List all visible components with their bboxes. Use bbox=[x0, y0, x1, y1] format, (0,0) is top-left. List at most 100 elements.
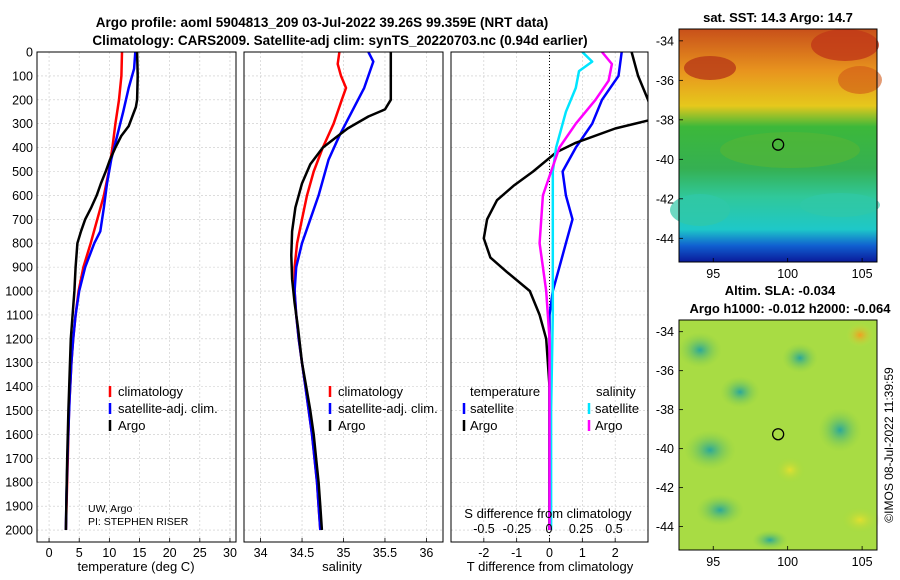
t-difference-axis-label: T difference from climatology bbox=[467, 559, 634, 574]
sla-low-eddy bbox=[720, 376, 760, 408]
sst-warm-patch bbox=[684, 56, 736, 80]
sst-map-axes: 95 100 105 -34 -36 -38 -40 -42 -44 bbox=[656, 34, 873, 281]
depth-tick-label: 1900 bbox=[5, 500, 33, 514]
map-y-tick-label: -34 bbox=[656, 325, 674, 339]
map-x-tick-label: 100 bbox=[777, 555, 798, 569]
series-group bbox=[482, 52, 648, 530]
sla-map-title: Altim. SLA: -0.034 bbox=[725, 283, 836, 298]
x-tick-label: 35.5 bbox=[373, 546, 397, 560]
map-y-tick-label: -40 bbox=[656, 442, 674, 456]
difference-legend: temperature salinity satellite Argo sate… bbox=[462, 384, 639, 433]
depth-tick-label: 1000 bbox=[5, 285, 33, 299]
series-line-argo bbox=[64, 52, 139, 531]
legend-s-argo-label: Argo bbox=[595, 418, 622, 433]
x-tick-label: 25 bbox=[193, 546, 207, 560]
title-line-2: Climatology: CARS2009. Satellite-adj cli… bbox=[92, 33, 587, 48]
depth-tick-label: 1700 bbox=[5, 452, 33, 466]
series-line-s-argo bbox=[538, 52, 614, 530]
depth-tick-label: 1100 bbox=[6, 308, 33, 322]
map-x-tick-label: 105 bbox=[852, 267, 873, 281]
x-tick-label: 0 bbox=[46, 546, 53, 560]
difference-panel: -2 -1 0 1 2 bbox=[450, 51, 649, 560]
map-y-tick-label: -40 bbox=[656, 153, 674, 167]
x-tick-label: 1 bbox=[579, 546, 586, 560]
sst-front bbox=[720, 132, 860, 168]
panel-frame bbox=[36, 51, 237, 543]
legend-temperature-title: temperature bbox=[470, 384, 540, 399]
legend-t-argo-label: Argo bbox=[470, 418, 497, 433]
sla-high-eddy bbox=[846, 323, 874, 347]
depth-tick-label: 200 bbox=[12, 93, 33, 107]
legend-s-satellite-label: satellite bbox=[595, 401, 639, 416]
sst-warm-patch bbox=[838, 66, 882, 94]
argo-float-marker bbox=[771, 138, 785, 151]
depth-axis: 0 100 200 300 400 500 600 700 800 900 1000 1100 1200… bbox=[5, 46, 33, 538]
map-y-tick-label: -42 bbox=[656, 481, 674, 495]
legend-satellite-label: satellite-adj. clim. bbox=[338, 401, 438, 416]
depth-tick-label: 1300 bbox=[5, 356, 33, 370]
credit-line-1: UW, Argo bbox=[88, 503, 133, 515]
x-tick-label: 34.5 bbox=[290, 546, 314, 560]
sst-map bbox=[670, 28, 882, 263]
map-x-tick-label: 95 bbox=[706, 267, 720, 281]
series-line-argo bbox=[290, 52, 393, 531]
sla-low-eddy bbox=[818, 408, 862, 452]
map-y-tick-label: -38 bbox=[656, 113, 674, 127]
argo-float-marker bbox=[771, 428, 785, 441]
legend-satellite-label: satellite-adj. clim. bbox=[118, 401, 218, 416]
sla-map-subtitle: Argo h1000: -0.012 h2000: -0.064 bbox=[690, 301, 892, 316]
x-tick-label: 36 bbox=[419, 546, 433, 560]
series-group bbox=[64, 52, 139, 531]
title-line-1: Argo profile: aoml 5904813_209 03-Jul-20… bbox=[96, 15, 548, 30]
s-difference-tick-label: 0 bbox=[546, 522, 553, 536]
x-tick-label: -2 bbox=[478, 546, 489, 560]
depth-tick-label: 1200 bbox=[5, 332, 33, 346]
sla-low-eddy bbox=[782, 343, 818, 373]
depth-tick-label: 500 bbox=[12, 165, 33, 179]
depth-tick-label: 900 bbox=[12, 261, 33, 275]
x-tick-label: -1 bbox=[511, 546, 522, 560]
map-x-tick-label: 95 bbox=[706, 555, 720, 569]
series-line-satellite-adj-clim- bbox=[64, 52, 137, 531]
copyright-stamp: ©IMOS 08-Jul-2022 11:39:59 bbox=[882, 367, 896, 523]
depth-tick-label: 2000 bbox=[5, 524, 33, 538]
depth-tick-label: 100 bbox=[12, 69, 33, 83]
map-y-tick-label: -42 bbox=[656, 192, 674, 206]
x-tick-label: 20 bbox=[163, 546, 177, 560]
depth-tick-label: 400 bbox=[12, 141, 33, 155]
map-y-tick-label: -36 bbox=[656, 74, 674, 88]
sst-map-frame bbox=[678, 28, 878, 263]
depth-tick-label: 1800 bbox=[5, 476, 33, 490]
sla-low-eddy bbox=[684, 430, 736, 470]
x-tick-label: 5 bbox=[76, 546, 83, 560]
sla-low-eddy bbox=[696, 494, 744, 526]
x-tick-label: 30 bbox=[223, 546, 237, 560]
panel-frame bbox=[450, 51, 649, 543]
series-line-s-satellite bbox=[549, 52, 594, 530]
series-group bbox=[290, 52, 393, 531]
sla-low-eddy bbox=[752, 530, 788, 550]
x-tick-label: 34 bbox=[254, 546, 268, 560]
legend-climatology-label: climatology bbox=[118, 384, 184, 399]
depth-tick-label: 300 bbox=[12, 117, 33, 131]
map-x-tick-label: 105 bbox=[852, 555, 873, 569]
legend-argo-label: Argo bbox=[118, 418, 145, 433]
panel-frame bbox=[243, 51, 444, 543]
s-difference-tick-label: -0.25 bbox=[503, 522, 532, 536]
temperature-axis-label: temperature (deg C) bbox=[77, 559, 194, 574]
sst-map-title: sat. SST: 14.3 Argo: 14.7 bbox=[703, 10, 853, 25]
sla-map-frame bbox=[678, 319, 878, 551]
sla-map-axes: 95 100 105 -34 -36 -38 -40 -42 -44 bbox=[656, 325, 873, 569]
map-y-tick-label: -44 bbox=[656, 232, 674, 246]
depth-tick-label: 1400 bbox=[5, 380, 33, 394]
x-tick-label: 15 bbox=[133, 546, 147, 560]
sla-high-eddy bbox=[774, 456, 806, 484]
legend-argo-label: Argo bbox=[338, 418, 365, 433]
x-tick-label: 0 bbox=[546, 546, 553, 560]
legend-salinity-title: salinity bbox=[596, 384, 636, 399]
map-y-tick-label: -36 bbox=[656, 364, 674, 378]
s-difference-tick-label: -0.5 bbox=[473, 522, 495, 536]
salinity-panel: 34 34.5 35 35.5 36 bbox=[243, 51, 444, 560]
map-y-tick-label: -34 bbox=[656, 34, 674, 48]
map-y-tick-label: -44 bbox=[656, 520, 674, 534]
